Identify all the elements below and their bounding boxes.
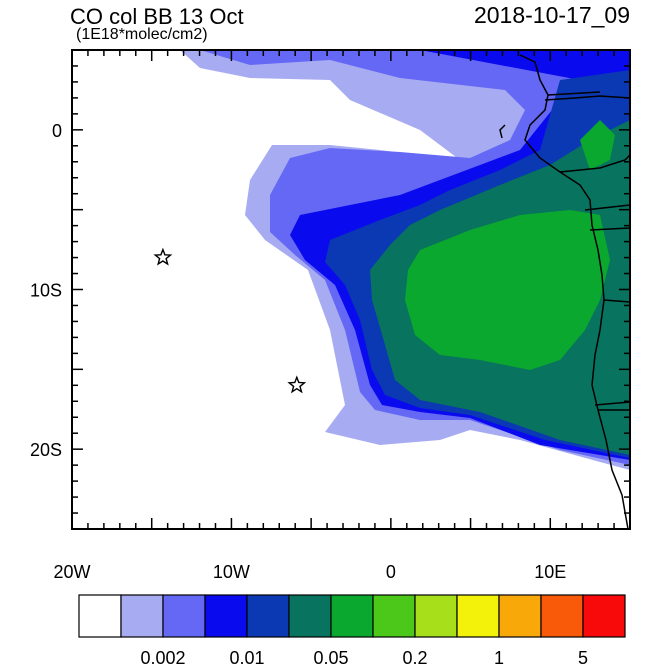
colorbar-label: 1 <box>494 648 504 667</box>
colorbar-swatch <box>162 594 206 638</box>
colorbar-swatch <box>120 594 164 638</box>
colorbar-swatch <box>498 594 542 638</box>
y-tick-label: 10S <box>30 281 62 301</box>
y-tick-label: 0 <box>52 121 62 141</box>
colorbar-swatch <box>582 594 626 638</box>
axis-tick-labels: 20W 10W 0 10E 0 10S 20S <box>30 121 566 582</box>
colorbar-swatch <box>288 594 332 638</box>
x-tick-label: 20W <box>53 562 90 582</box>
colorbar: 0.002 0.01 0.05 0.2 1 5 <box>78 594 626 667</box>
colorbar-swatch <box>246 594 290 638</box>
colorbar-swatch <box>414 594 458 638</box>
x-tick-label: 10W <box>213 562 250 582</box>
colorbar-swatch <box>204 594 248 638</box>
x-tick-label: 0 <box>386 562 396 582</box>
colorbar-label: 0.002 <box>140 648 185 667</box>
co-band-green <box>405 210 610 370</box>
co-band-green-north <box>580 120 615 170</box>
site-markers <box>153 247 307 394</box>
colorbar-swatch <box>78 594 122 638</box>
star-1-marker <box>153 247 173 266</box>
colorbar-swatch <box>372 594 416 638</box>
plot-timestamp: 2018-10-17_09 <box>473 2 630 28</box>
plot-title: CO col BB 13 Oct <box>70 4 244 29</box>
colorbar-swatch <box>456 594 500 638</box>
coastline <box>499 54 630 529</box>
plot-units: (1E18*molec/cm2) <box>76 26 208 43</box>
x-tick-label: 10E <box>534 562 566 582</box>
colorbar-label: 0.2 <box>402 648 427 667</box>
colorbar-swatch <box>330 594 374 638</box>
co-field <box>180 50 630 470</box>
colorbar-label: 0.05 <box>313 648 348 667</box>
y-tick-label: 20S <box>30 440 62 460</box>
star-2-marker <box>287 375 307 394</box>
colorbar-label: 0.01 <box>229 648 264 667</box>
colorbar-label: 5 <box>578 648 588 667</box>
colorbar-swatch <box>540 594 584 638</box>
axis-ticks <box>71 49 631 530</box>
